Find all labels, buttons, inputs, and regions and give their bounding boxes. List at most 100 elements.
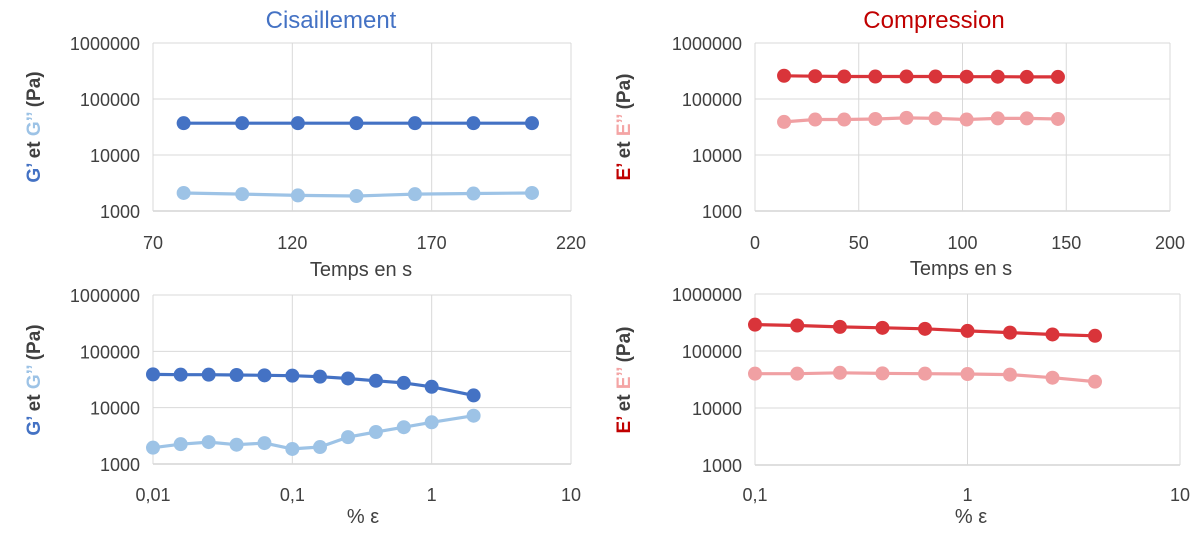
data-point-series-1 xyxy=(790,318,805,333)
data-point-series-1 xyxy=(146,367,160,382)
data-point-series-1 xyxy=(960,323,975,338)
data-point-series-1 xyxy=(313,369,328,384)
x-tick-label: 150 xyxy=(1051,233,1081,253)
y-axis-label: G’ et G’’ (Pa) xyxy=(24,324,45,435)
y-tick-label: 1000000 xyxy=(70,34,140,54)
x-tick-label: 200 xyxy=(1155,233,1185,253)
data-point-series-2 xyxy=(349,189,364,204)
y-axis-label-part: (Pa) xyxy=(24,324,45,365)
data-point-series-1 xyxy=(990,69,1005,84)
y-axis-label-part: (Pa) xyxy=(614,73,635,114)
data-point-series-1 xyxy=(235,116,250,131)
chart-title: Cisaillement xyxy=(266,7,397,34)
x-tick-label: 10 xyxy=(561,485,581,505)
y-axis-label-part: G’ xyxy=(24,417,45,436)
y-axis-label: G’ et G’’ (Pa) xyxy=(24,71,45,182)
data-point-series-1 xyxy=(524,116,539,131)
y-tick-label: 1000000 xyxy=(672,34,742,54)
x-tick-label: 0,1 xyxy=(742,485,767,505)
data-point-series-1 xyxy=(407,116,422,131)
y-tick-label: 1000000 xyxy=(70,286,140,306)
y-tick-label: 1000 xyxy=(100,202,140,222)
data-point-series-1 xyxy=(201,367,216,382)
x-tick-label: 70 xyxy=(143,233,163,253)
x-axis-label: % ε xyxy=(347,506,379,528)
data-point-series-2 xyxy=(407,187,422,202)
data-point-series-2 xyxy=(875,366,890,381)
data-point-series-1 xyxy=(257,368,272,383)
y-tick-label: 10000 xyxy=(90,146,140,166)
data-point-series-1 xyxy=(1050,69,1065,84)
series-line-1 xyxy=(783,74,1058,79)
data-point-series-2 xyxy=(837,112,852,127)
series-line-2 xyxy=(783,116,1059,124)
data-point-series-1 xyxy=(875,320,890,335)
data-point-series-2 xyxy=(1087,374,1102,389)
data-point-series-2 xyxy=(790,366,805,381)
data-point-series-2 xyxy=(777,114,792,129)
x-tick-label: 0,1 xyxy=(280,485,305,505)
x-tick-label: 1 xyxy=(962,485,972,505)
data-point-series-1 xyxy=(176,116,191,131)
y-tick-label: 100000 xyxy=(682,90,742,110)
data-point-series-1 xyxy=(290,116,305,131)
data-point-series-2 xyxy=(146,440,160,455)
y-axis-label-part: E’ xyxy=(614,417,635,434)
data-point-series-2 xyxy=(235,187,250,202)
x-axis-label: Temps en s xyxy=(310,259,412,281)
data-point-series-1 xyxy=(777,68,792,83)
data-point-series-2 xyxy=(173,437,188,452)
y-axis-label-part: et xyxy=(614,389,635,416)
y-axis-label-part: E’’ xyxy=(614,115,635,136)
data-point-series-2 xyxy=(257,436,272,451)
y-tick-label: 10000 xyxy=(692,399,742,419)
y-tick-label: 10000 xyxy=(90,399,140,419)
x-tick-label: 100 xyxy=(947,233,977,253)
x-tick-label: 220 xyxy=(556,233,586,253)
y-axis-label-part: G’’ xyxy=(24,113,45,137)
data-point-series-2 xyxy=(524,185,539,200)
data-point-series-2 xyxy=(748,366,762,381)
y-axis-label-part: E’’ xyxy=(614,368,635,389)
y-axis-label-part: G’ xyxy=(24,164,45,183)
data-point-series-1 xyxy=(466,116,481,131)
chart-title: Compression xyxy=(863,7,1004,34)
data-point-series-1 xyxy=(229,368,244,383)
data-point-series-2 xyxy=(1003,367,1018,382)
x-axis-label: % ε xyxy=(955,506,987,528)
data-point-series-1 xyxy=(396,375,411,390)
data-point-series-1 xyxy=(808,69,823,84)
data-point-series-1 xyxy=(748,317,762,332)
y-tick-label: 1000 xyxy=(702,202,742,222)
data-point-series-2 xyxy=(201,435,216,450)
x-tick-label: 120 xyxy=(277,233,307,253)
data-point-series-2 xyxy=(918,366,933,381)
data-point-series-1 xyxy=(466,388,481,403)
data-point-series-2 xyxy=(313,440,328,455)
data-point-series-2 xyxy=(1050,111,1065,126)
data-point-series-2 xyxy=(1045,370,1060,385)
chart-compression_strain: 1000 10000 100000 1000000 0,1 1 10 % ε E’ et E’’… xyxy=(614,285,1190,528)
data-point-series-1 xyxy=(173,367,188,382)
data-point-series-2 xyxy=(424,415,439,430)
y-axis-label-part: et xyxy=(614,136,635,163)
data-point-series-1 xyxy=(349,116,364,131)
data-point-series-2 xyxy=(808,112,823,127)
x-tick-label: 50 xyxy=(849,233,869,253)
data-point-series-1 xyxy=(959,69,974,84)
x-axis-label: Temps en s xyxy=(910,258,1012,280)
data-point-series-1 xyxy=(285,368,300,383)
data-point-series-2 xyxy=(290,188,305,203)
y-tick-label: 100000 xyxy=(80,342,140,362)
data-point-series-1 xyxy=(918,321,933,336)
data-point-series-2 xyxy=(899,110,914,125)
y-tick-label: 100000 xyxy=(682,342,742,362)
data-point-series-1 xyxy=(928,69,943,84)
data-point-series-1 xyxy=(832,319,847,334)
data-point-series-2 xyxy=(285,441,300,456)
data-point-series-1 xyxy=(1087,328,1102,343)
data-point-series-2 xyxy=(229,437,244,452)
data-point-series-1 xyxy=(341,371,356,386)
x-tick-label: 0,01 xyxy=(135,485,170,505)
